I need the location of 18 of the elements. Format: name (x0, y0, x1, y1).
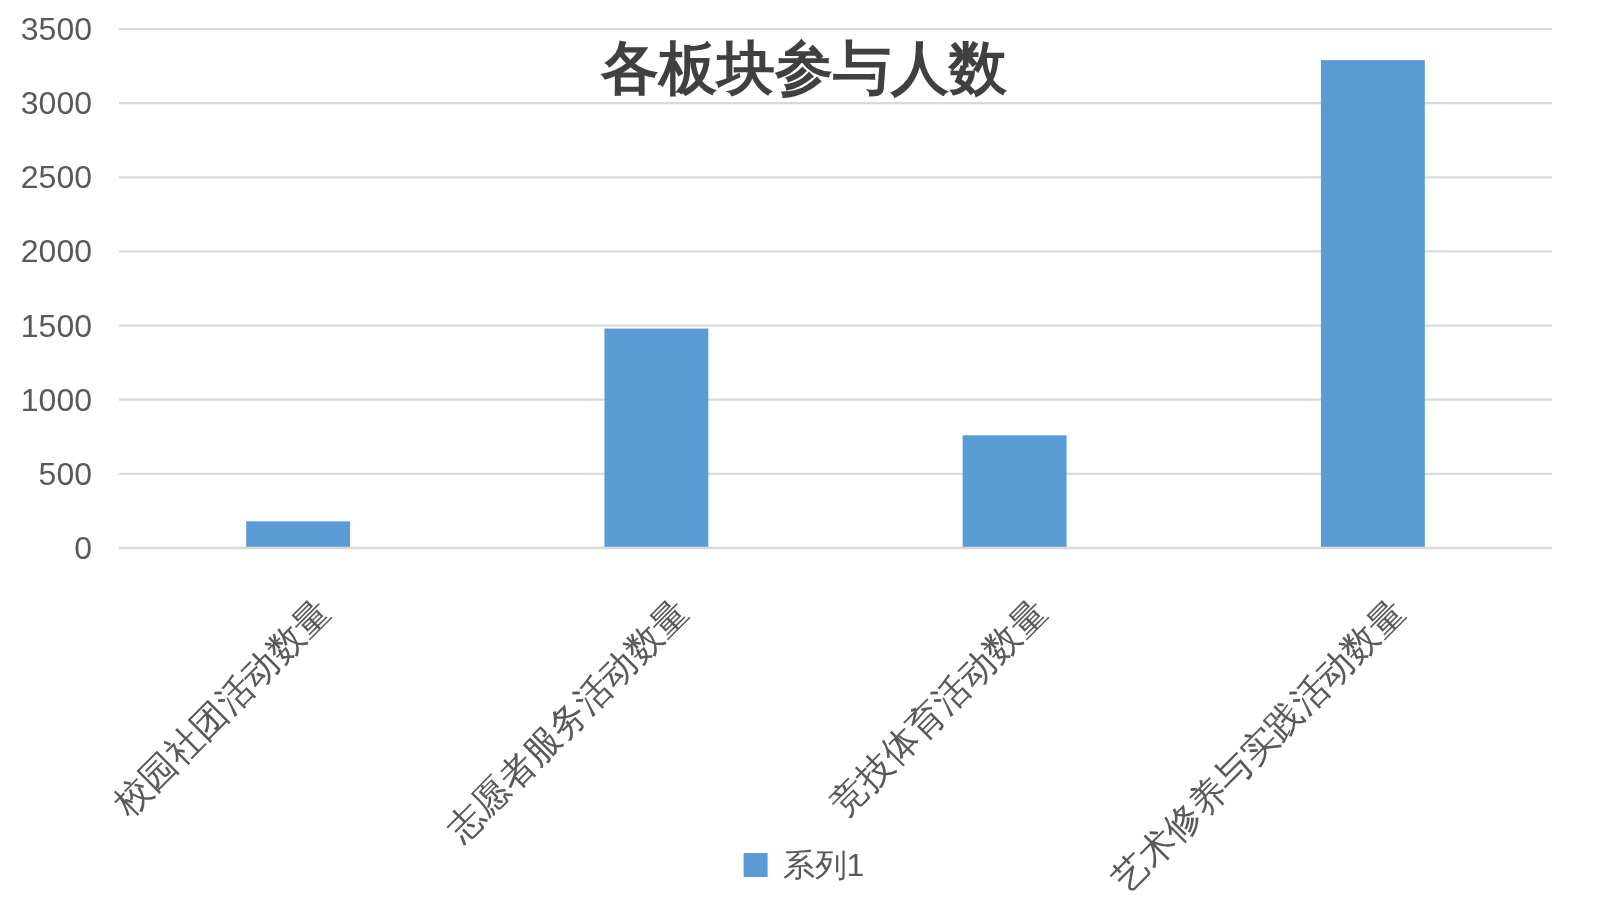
bar (246, 521, 351, 548)
y-tick-label: 3500 (20, 11, 92, 47)
y-tick-label: 1500 (20, 307, 92, 344)
x-tick-label: 志愿者服务活动数量 (439, 591, 697, 850)
y-tick-label: 2000 (20, 233, 92, 270)
y-tick-label: 2500 (20, 159, 92, 196)
x-tick-label: 竞技体育活动数量 (822, 591, 1055, 824)
y-tick-label: 3000 (20, 85, 92, 122)
bar (962, 435, 1067, 548)
x-tick-label: 艺术修养与实践活动数量 (1104, 591, 1414, 901)
bar (604, 328, 709, 548)
legend-label: 系列1 (782, 847, 865, 883)
chart-title: 各板块参与人数 (600, 35, 1008, 101)
y-tick-label: 0 (74, 530, 92, 566)
y-tick-label: 1000 (20, 381, 92, 418)
y-tick-label: 500 (38, 455, 92, 492)
bar (1320, 60, 1425, 548)
x-tick-label: 校园社团活动数量 (105, 591, 339, 825)
